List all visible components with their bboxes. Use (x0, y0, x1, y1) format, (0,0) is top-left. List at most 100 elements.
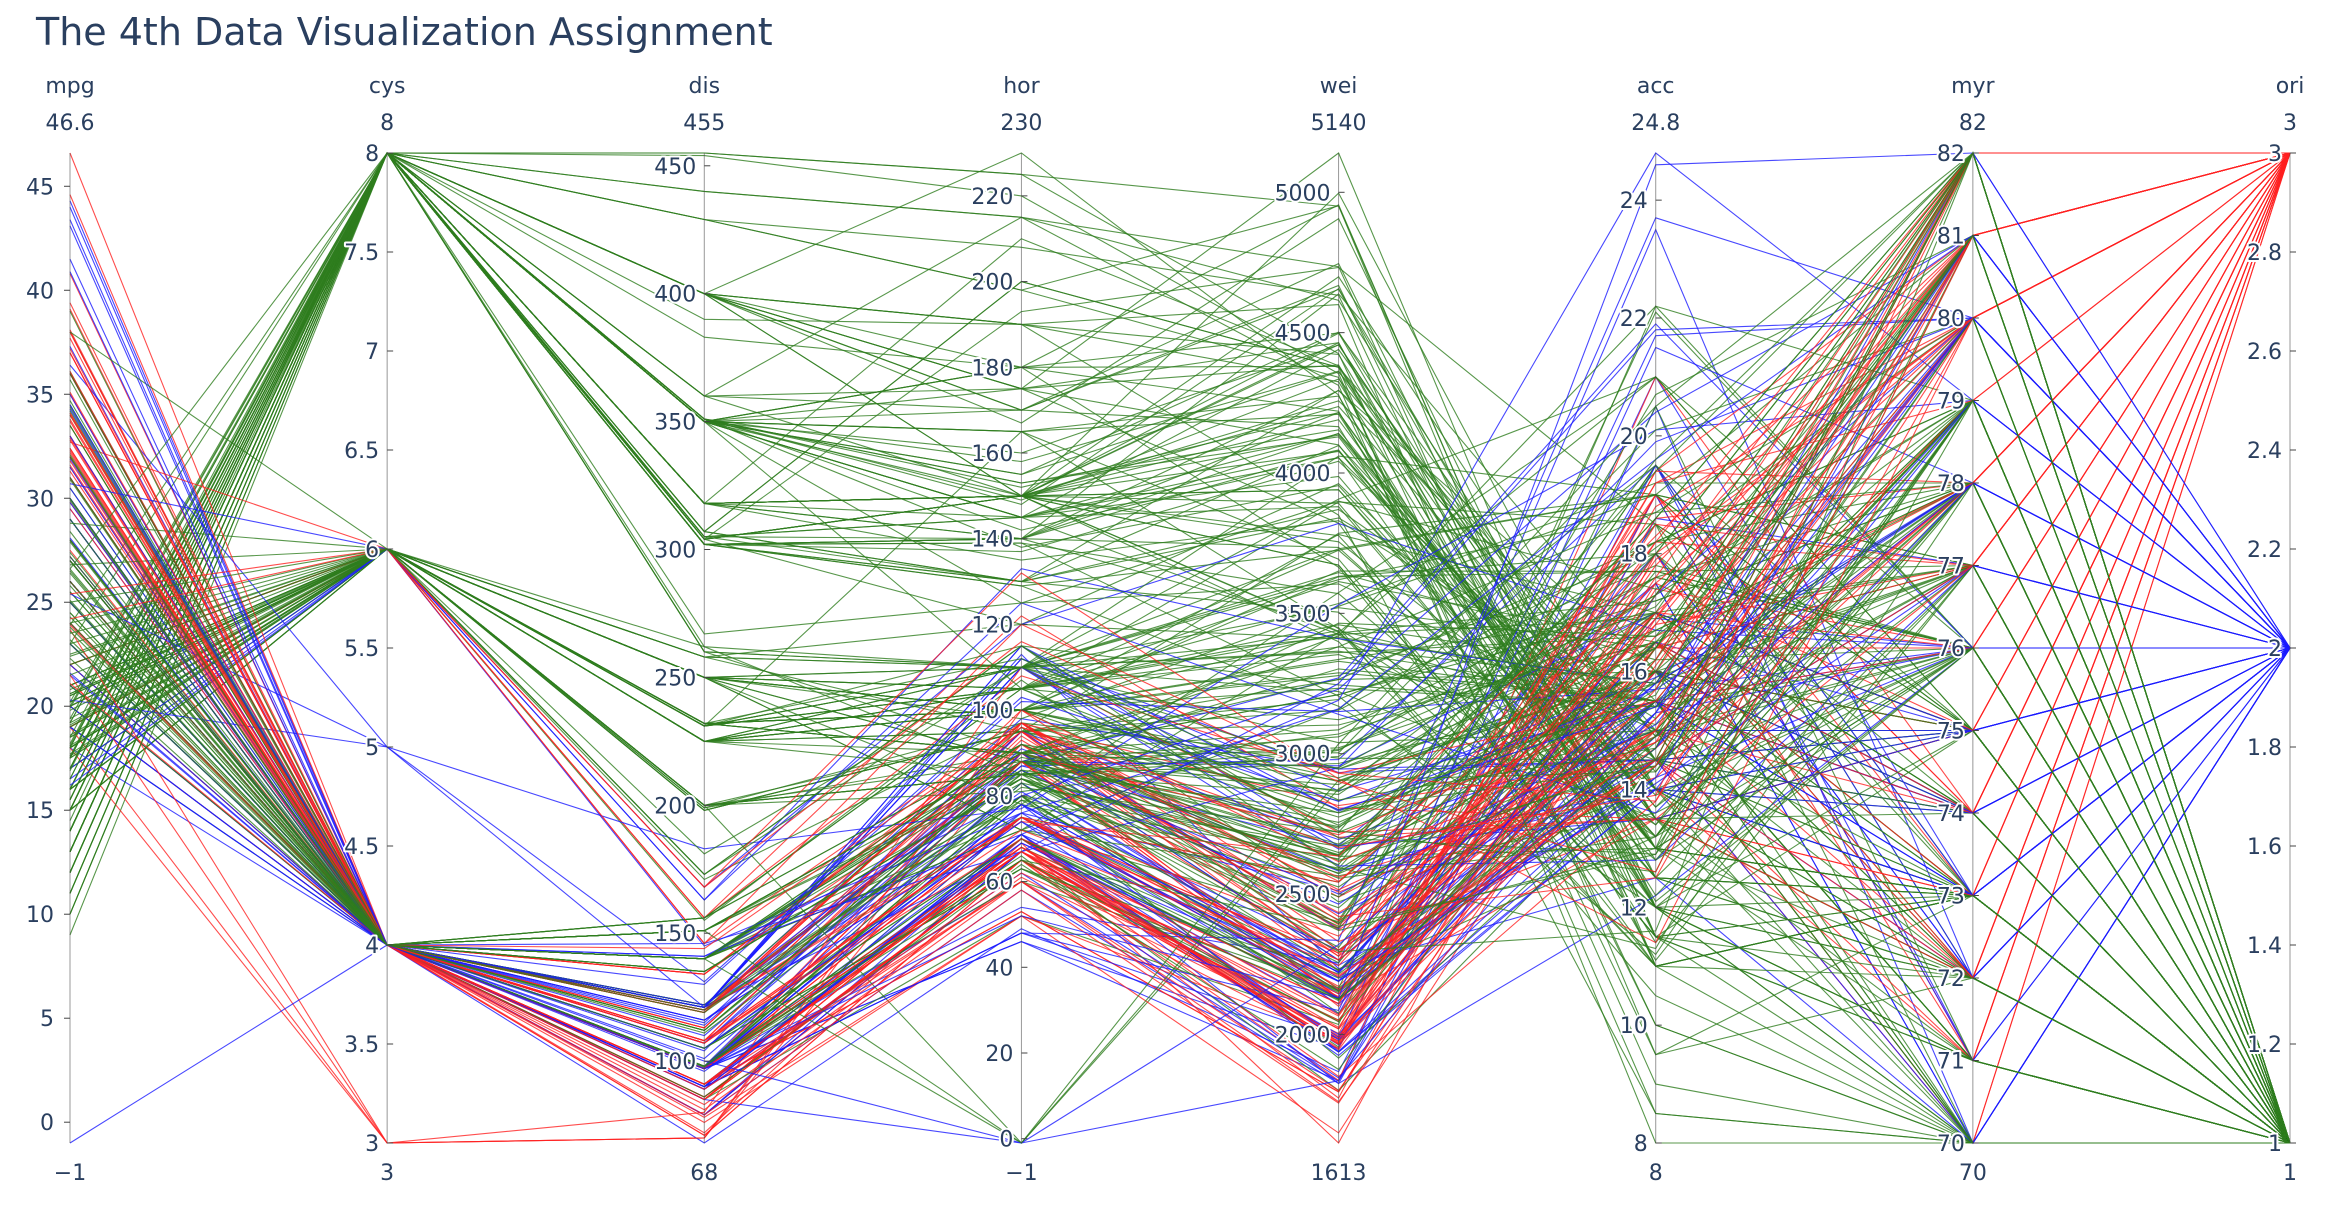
axis-myr[interactable]: myr 82 70 70 71 72 73 74 75 76 77 78 79 80 81 82 (1935, 74, 1996, 1186)
tick-label: 20 (985, 1042, 1013, 1067)
tick-label: 74 (1937, 802, 1965, 827)
data-line (69, 234, 2291, 1144)
data-line (69, 152, 2291, 1144)
axis-name-label: dis (689, 74, 721, 99)
data-line (69, 234, 2291, 1144)
axis-min-label: 8 (1649, 1161, 1663, 1186)
data-line (69, 234, 2291, 1144)
chart-title: The 4th Data Visualization Assignment (36, 10, 773, 54)
tick-label: 4 (365, 934, 379, 959)
tick-label: 1.2 (2247, 1033, 2282, 1058)
axis-name-label: wei (1320, 74, 1358, 99)
data-line (69, 151, 2291, 1144)
tick-label: 2.4 (2247, 439, 2282, 464)
data-line (69, 152, 2291, 1111)
tick-label: 2 (2268, 637, 2282, 662)
tick-label: 6 (365, 538, 379, 563)
tick-label: 160 (971, 442, 1013, 467)
axis-name-label: myr (1951, 74, 1995, 99)
axes: mpg46.6−1051015202530354045cys8333.544.5… (24, 74, 2305, 1186)
data-line (69, 234, 2291, 1144)
data-line (69, 151, 2291, 1144)
tick-label: 140 (971, 528, 1013, 553)
data-line (69, 234, 2291, 1144)
axis-min-label: −1 (1005, 1161, 1037, 1186)
tick-label: 18 (1620, 543, 1648, 568)
tick-label: 10 (1620, 1014, 1648, 1039)
tick-label: 3 (365, 1132, 379, 1157)
tick-label: 40 (26, 279, 54, 304)
tick-label: 81 (1937, 225, 1965, 250)
tick-label: 100 (654, 1050, 696, 1075)
axis-dis[interactable]: dis 455 68 100 150 200 250 300 350 400 450 (652, 74, 725, 1186)
tick-label: 82 (1937, 142, 1965, 167)
data-line (69, 234, 2291, 1144)
data-line (69, 234, 2291, 1144)
axis-min-label: −1 (54, 1161, 86, 1186)
data-line (69, 151, 2291, 1049)
tick-label: 220 (971, 185, 1013, 210)
tick-label: 10 (26, 903, 54, 928)
tick-label: 71 (1937, 1050, 1965, 1075)
tick-label: 400 (654, 283, 696, 308)
tick-label: 20 (1620, 425, 1648, 450)
tick-label: 24 (1620, 189, 1648, 214)
axis-max-label: 3 (2283, 111, 2297, 136)
tick-label: 25 (26, 591, 54, 616)
tick-label: 2.6 (2247, 340, 2282, 365)
tick-label: 80 (1937, 307, 1965, 332)
data-line (69, 152, 2291, 1144)
axis-name-label: ori (2276, 74, 2305, 99)
data-line (69, 151, 2291, 1144)
tick-label: 3.5 (344, 1033, 379, 1058)
tick-label: 73 (1937, 885, 1965, 910)
tick-label: 200 (654, 794, 696, 819)
tick-label: 79 (1937, 390, 1965, 415)
axis-max-label: 5140 (1311, 111, 1367, 136)
axis-name-label: mpg (45, 74, 94, 99)
tick-label: 60 (985, 871, 1013, 896)
tick-label: 22 (1620, 307, 1648, 332)
tick-label: 3000 (1275, 743, 1331, 768)
tick-label: 2.8 (2247, 241, 2282, 266)
data-line (69, 234, 2291, 1144)
data-line (69, 152, 2291, 1134)
tick-label: 77 (1937, 555, 1965, 580)
tick-label: 1 (2268, 1132, 2282, 1157)
axis-acc[interactable]: acc 24.8 88 10 12 14 16 18 20 22 24 (1618, 74, 1680, 1186)
axis-hor[interactable]: hor 230 −1 0 20 40 60 80 100 120 140 160 180 200 220 (969, 74, 1042, 1186)
tick-label: 1.6 (2247, 835, 2282, 860)
axis-cys[interactable]: cys 8 33 3.5 4 4.5 5 5.5 6 6.5 7 7.5 8 (342, 74, 405, 1186)
tick-label: 2.2 (2247, 538, 2282, 563)
axis-ori[interactable]: ori 3 11 1.2 1.4 1.6 1.8 2 2.2 2.4 2.6 2.8 3 (2245, 74, 2305, 1186)
data-line (69, 482, 2291, 901)
axis-min-label: 1 (2283, 1161, 2297, 1186)
tick-label: 3500 (1275, 602, 1331, 627)
data-line (69, 152, 2290, 1042)
axis-min-label: 68 (690, 1161, 718, 1186)
axis-wei[interactable]: wei 5140 1613 2000 2500 3000 3500 4000 4500 5000 (1273, 74, 1367, 1186)
tick-label: 35 (26, 383, 54, 408)
tick-label: 180 (971, 356, 1013, 381)
tick-label: 40 (985, 956, 1013, 981)
data-line (69, 482, 2291, 1144)
tick-label: 2500 (1275, 883, 1331, 908)
tick-label: 350 (654, 411, 696, 436)
tick-label: 76 (1937, 637, 1965, 662)
data-line (69, 152, 2291, 888)
data-line (69, 152, 2291, 1144)
tick-label: 3 (2268, 142, 2282, 167)
data-line (69, 234, 2291, 1144)
tick-label: 5 (365, 736, 379, 761)
axis-min-label: 70 (1959, 1161, 1987, 1186)
tick-label: 120 (971, 613, 1013, 638)
axis-mpg[interactable]: mpg 46.6 −10 5 10 15 20 25 30 35 40 45 (24, 74, 95, 1186)
axis-max-label: 82 (1959, 111, 1987, 136)
data-line (69, 152, 2291, 1090)
tick-label: 7.5 (344, 241, 379, 266)
data-lines (69, 151, 2291, 1145)
data-line (69, 152, 2291, 1101)
data-line (69, 151, 2291, 1144)
tick-label: 72 (1937, 967, 1965, 992)
